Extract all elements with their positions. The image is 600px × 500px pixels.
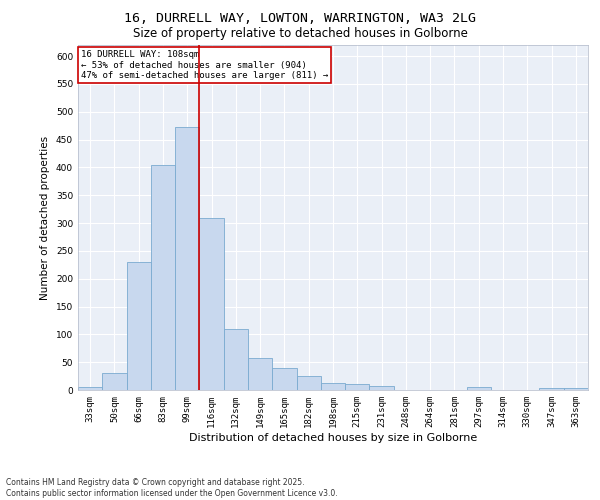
Bar (345, 384, 370, 390)
Text: 16 DURRELL WAY: 108sqm
← 53% of detached houses are smaller (904)
47% of semi-de: 16 DURRELL WAY: 108sqm ← 53% of detached… (80, 50, 328, 80)
Bar (78, 387, 102, 390)
Bar (272, 368, 296, 390)
Bar (321, 383, 345, 390)
Bar (102, 374, 127, 390)
Bar (370, 386, 394, 390)
Bar (539, 388, 564, 390)
Bar (564, 388, 588, 390)
Bar (296, 376, 321, 390)
Bar (248, 358, 272, 390)
Y-axis label: Number of detached properties: Number of detached properties (40, 136, 50, 300)
Text: 16, DURRELL WAY, LOWTON, WARRINGTON, WA3 2LG: 16, DURRELL WAY, LOWTON, WARRINGTON, WA3… (124, 12, 476, 26)
Bar (224, 329, 248, 390)
Bar (175, 127, 199, 390)
Bar (199, 218, 224, 390)
Text: Contains HM Land Registry data © Crown copyright and database right 2025.
Contai: Contains HM Land Registry data © Crown c… (6, 478, 338, 498)
Bar (127, 262, 151, 390)
Bar (151, 164, 175, 390)
Text: Size of property relative to detached houses in Golborne: Size of property relative to detached ho… (133, 28, 467, 40)
X-axis label: Distribution of detached houses by size in Golborne: Distribution of detached houses by size … (189, 432, 477, 442)
Bar (467, 387, 491, 390)
